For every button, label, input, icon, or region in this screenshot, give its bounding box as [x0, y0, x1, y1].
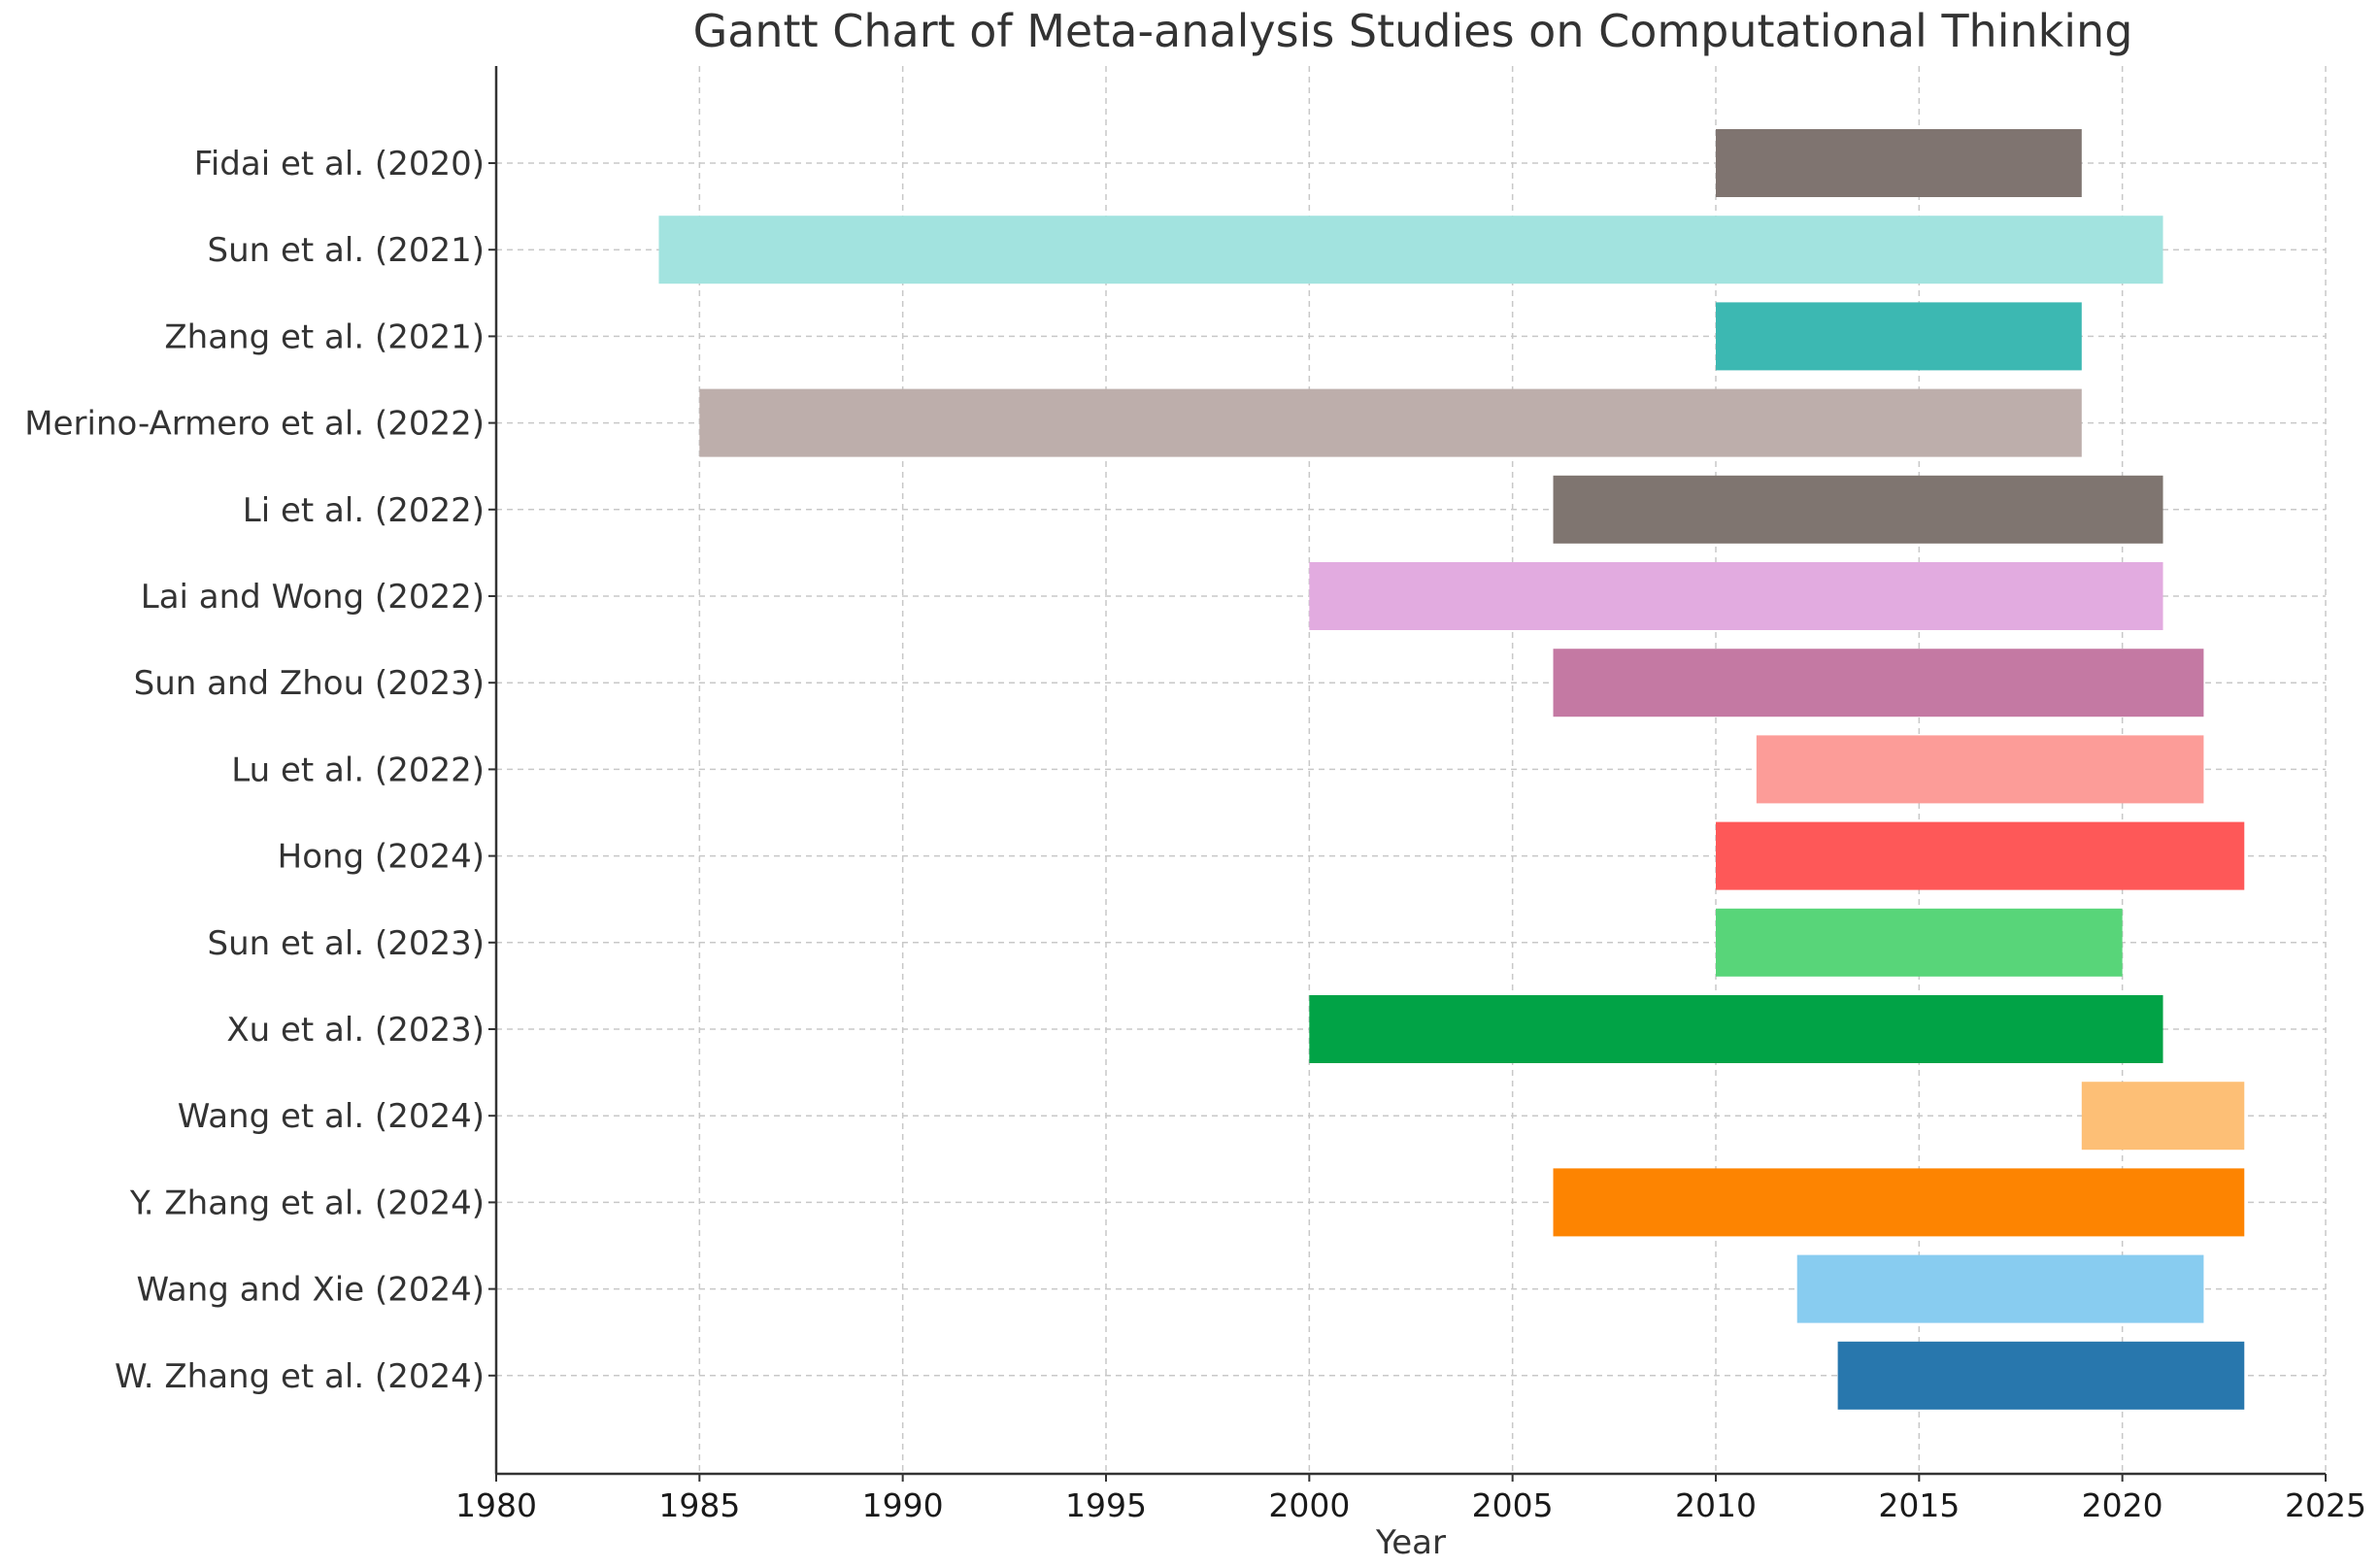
gantt-bar: [1756, 735, 2204, 804]
x-axis-label: Year: [1375, 1523, 1446, 1562]
y-tick-label: Merino-Armero et al. (2022): [24, 405, 485, 444]
x-tick-label: 2015: [1878, 1486, 1960, 1524]
gantt-bar: [1716, 129, 2082, 197]
gantt-bar: [658, 216, 2163, 284]
x-tick-label: 1995: [1065, 1486, 1147, 1524]
y-tick-label: Y. Zhang et al. (2024): [129, 1184, 485, 1222]
y-tick-label: Sun and Zhou (2023): [134, 664, 485, 703]
gantt-bar: [1837, 1341, 2245, 1410]
y-tick-label: Wang and Xie (2024): [136, 1271, 485, 1310]
y-tick-label: Lai and Wong (2022): [141, 578, 485, 617]
gantt-bar: [1553, 475, 2163, 544]
x-tick-label: 2000: [1268, 1486, 1350, 1524]
axes-layer: [488, 66, 2327, 1482]
x-tick-label: 2005: [1472, 1486, 1554, 1524]
x-tick-label: 1980: [455, 1486, 537, 1524]
x-tick-label: 1985: [658, 1486, 740, 1524]
y-tick-labels: Fidai et al. (2020) Sun et al. (2021) Zhan…: [24, 145, 485, 1396]
x-tick-label: 2025: [2285, 1486, 2366, 1524]
gantt-bar: [1553, 649, 2204, 717]
y-tick-label: Lu et al. (2022): [231, 751, 485, 789]
y-tick-label: Xu et al. (2023): [226, 1011, 485, 1050]
y-tick-label: Fidai et al. (2020): [194, 145, 485, 183]
x-tick-label: 2020: [2082, 1486, 2163, 1524]
y-tick-label: Zhang et al. (2021): [164, 317, 485, 356]
gantt-bar: [1716, 302, 2082, 371]
chart-title: Gantt Chart of Meta-analysis Studies on …: [693, 5, 2133, 57]
gantt-bar: [2081, 1082, 2245, 1151]
gantt-bar: [1309, 995, 2163, 1063]
y-tick-label: W. Zhang et al. (2024): [115, 1357, 485, 1396]
gantt-bar: [699, 388, 2082, 457]
gantt-bar: [1716, 821, 2245, 890]
y-tick-label: Wang et al. (2024): [178, 1097, 485, 1136]
gantt-bar: [1553, 1168, 2245, 1237]
x-tick-labels: 1980 1985 1990 1995 2000 2005 2010 2015 2020 2025: [455, 1486, 2366, 1524]
gantt-bar: [1716, 908, 2123, 977]
gantt-bar: [1796, 1254, 2204, 1323]
x-tick-label: 2010: [1675, 1486, 1757, 1524]
y-tick-label: Sun et al. (2023): [208, 924, 486, 963]
y-tick-label: Sun et al. (2021): [208, 231, 486, 270]
y-tick-label: Hong (2024): [278, 838, 485, 877]
bars-layer: [658, 129, 2245, 1410]
y-tick-label: Li et al. (2022): [243, 491, 485, 530]
gantt-bar: [1309, 562, 2163, 630]
x-tick-label: 1990: [862, 1486, 944, 1524]
